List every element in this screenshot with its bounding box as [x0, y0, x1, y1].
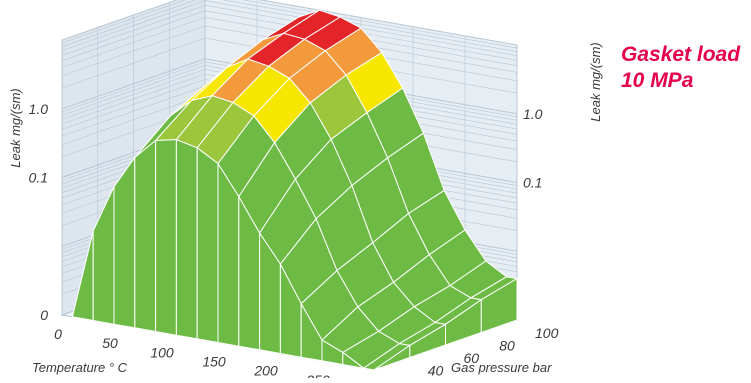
surface-front-cell: [342, 351, 364, 369]
x-tick-label: 50: [102, 335, 118, 351]
surface-side-cell: [480, 277, 518, 334]
y-axis-title: Gas pressure bar: [451, 360, 552, 375]
z-tick-label-left: 0: [40, 307, 48, 323]
chart-title-line1: Gasket load: [621, 43, 741, 66]
y-tick-label: 80: [499, 338, 515, 354]
y-tick-label: 100: [535, 325, 559, 341]
x-tick-label: 100: [150, 344, 174, 360]
surface-front-cell: [134, 139, 157, 333]
z-axis-title-left: Leak mg/(sm): [8, 88, 23, 167]
z-tick-label-right: 1.0: [523, 106, 543, 122]
x-tick-label: 250: [305, 372, 330, 378]
surface-front-cell: [196, 146, 219, 344]
y-tick-label: 60: [464, 350, 480, 366]
surface-front-cell: [217, 161, 240, 347]
chart-axes: 0501001502002503002040608010000.11.00.11…: [8, 42, 603, 383]
surface-front-cell: [175, 138, 198, 340]
z-tick-label-left: 0.1: [29, 170, 48, 186]
z-tick-label-left: 1.0: [29, 101, 49, 117]
z-tick-label-right: 0.1: [523, 175, 542, 191]
x-tick-label: 150: [202, 354, 226, 370]
y-tick-label: 40: [428, 363, 444, 379]
chart-title: Gasket load 10 MPa: [621, 42, 740, 94]
x-tick-label: 200: [253, 363, 278, 378]
x-tick-label: 0: [54, 326, 62, 342]
chart-title-line2: 10 MPa: [621, 69, 694, 92]
z-axis-title-right: Leak mg/(sm): [588, 42, 603, 121]
x-axis-title: Temperature ° C: [32, 360, 128, 375]
surface-front-cell: [155, 139, 177, 336]
leak-surface: [71, 9, 519, 371]
surface-front-cell: [113, 155, 136, 329]
